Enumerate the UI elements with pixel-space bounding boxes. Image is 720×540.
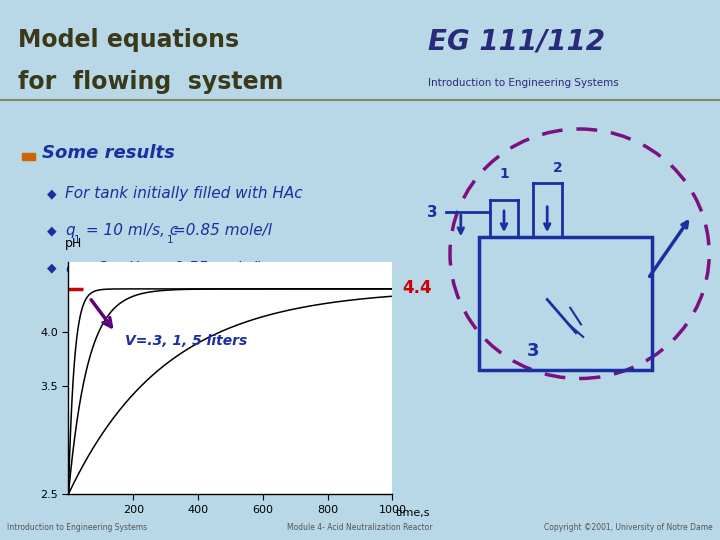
- Bar: [479, 237, 652, 370]
- Text: 1: 1: [499, 167, 509, 181]
- Text: 2: 2: [553, 161, 563, 175]
- Text: V=.3, 1, 5 liters: V=.3, 1, 5 liters: [125, 334, 248, 348]
- Text: time,s: time,s: [396, 508, 430, 518]
- Text: = 10 ml/s, c: = 10 ml/s, c: [81, 224, 178, 238]
- Text: Introduction to Engineering Systems: Introduction to Engineering Systems: [428, 78, 619, 88]
- Bar: [22, 153, 35, 160]
- Text: EG 111/112: EG 111/112: [428, 28, 606, 56]
- Text: 4.4: 4.4: [402, 279, 432, 297]
- Text: 1: 1: [166, 235, 173, 245]
- Text: pH: pH: [66, 237, 82, 250]
- Text: Copyright ©2001, University of Notre Dame: Copyright ©2001, University of Notre Dam…: [544, 523, 713, 532]
- Text: for  flowing  system: for flowing system: [18, 70, 284, 94]
- Text: 3: 3: [427, 205, 437, 220]
- Text: ◆: ◆: [47, 225, 56, 238]
- Text: q: q: [65, 224, 74, 238]
- Text: =0.85 mole/l: =0.85 mole/l: [173, 224, 271, 238]
- Text: Introduction to Engineering Systems: Introduction to Engineering Systems: [7, 523, 148, 532]
- Text: q: q: [65, 261, 74, 276]
- Text: 2: 2: [155, 273, 161, 282]
- Text: Module 4- Acid Neutralization Reactor: Module 4- Acid Neutralization Reactor: [287, 523, 433, 532]
- Text: =0.55 mole/l: =0.55 mole/l: [161, 261, 261, 276]
- Text: 3: 3: [526, 342, 539, 361]
- Text: 2: 2: [74, 273, 81, 282]
- Text: 1: 1: [74, 235, 81, 245]
- Text: Model equations: Model equations: [18, 28, 239, 52]
- Text: Some results: Some results: [42, 144, 175, 162]
- Text: ◆: ◆: [47, 187, 56, 200]
- Text: = 3 ml/s, c: = 3 ml/s, c: [81, 261, 163, 276]
- Text: For tank initially filled with HAc: For tank initially filled with HAc: [65, 186, 302, 201]
- Text: ◆: ◆: [47, 262, 56, 275]
